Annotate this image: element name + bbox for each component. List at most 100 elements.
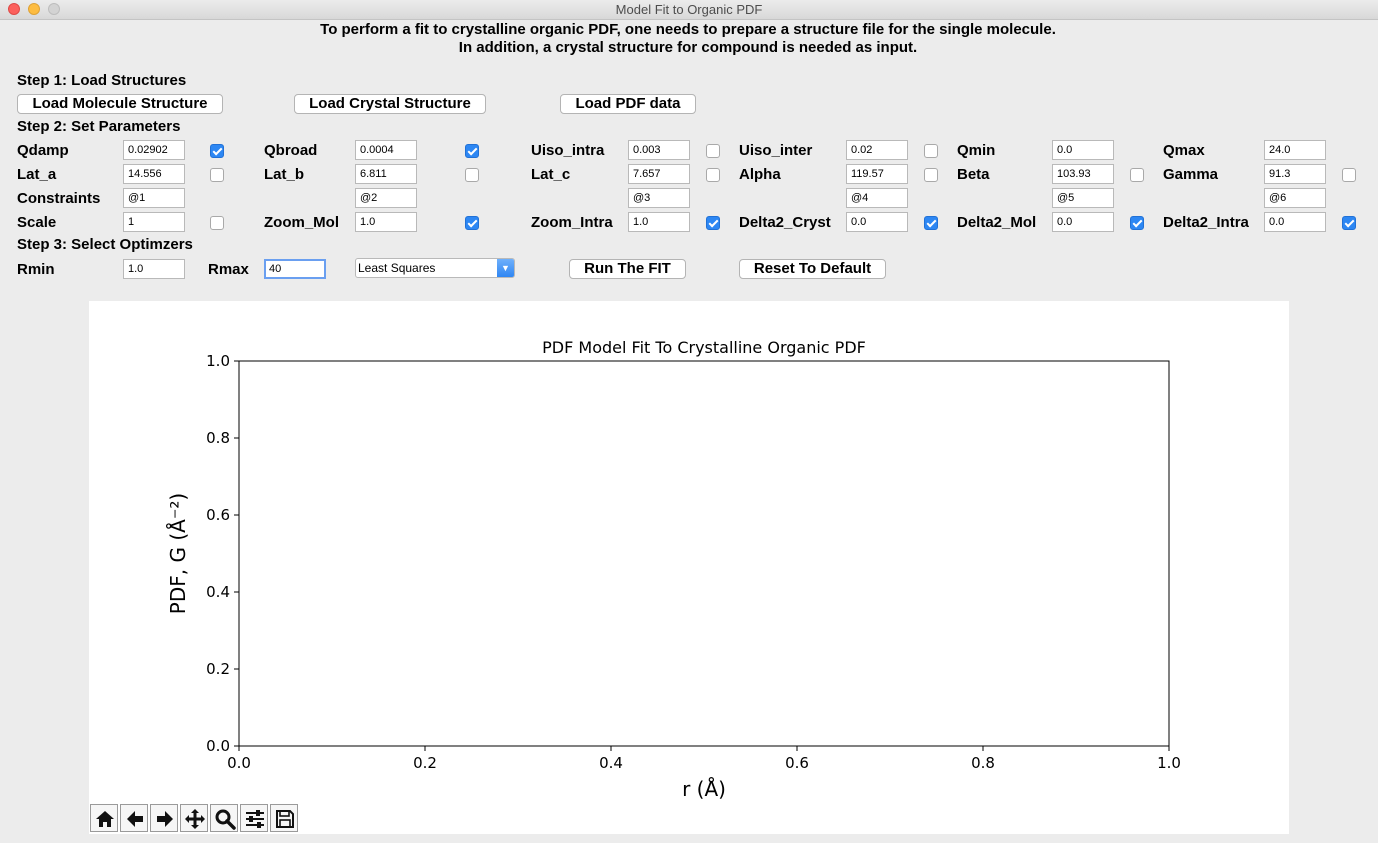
beta-label: Beta <box>957 166 990 183</box>
constraint-beta-input[interactable]: @5 <box>1052 188 1114 208</box>
delta2-mol-input[interactable]: 0.0 <box>1052 212 1114 232</box>
rmax-input[interactable]: 40 <box>264 259 326 279</box>
scale-label: Scale <box>17 214 57 231</box>
window-title: Model Fit to Organic PDF <box>615 2 763 17</box>
uiso-inter-input[interactable]: 0.02 <box>846 140 908 160</box>
intro-line-1: To perform a fit to crystalline organic … <box>320 21 1056 38</box>
intro-line-2: In addition, a crystal structure for com… <box>458 39 918 56</box>
uiso-inter-checkbox[interactable] <box>924 144 938 158</box>
delta2-mol-checkbox[interactable] <box>1130 216 1144 230</box>
constraints-label: Constraints <box>17 190 101 207</box>
rmax-label: Rmax <box>208 261 249 278</box>
uiso-intra-label: Uiso_intra <box>531 142 605 159</box>
x-tick-label: 1.0 <box>1157 754 1181 772</box>
y-tick-label: 0.2 <box>206 660 230 678</box>
x-tick-label: 0.0 <box>227 754 251 772</box>
uiso-intra-checkbox[interactable] <box>706 144 720 158</box>
zoom-mol-label: Zoom_Mol <box>264 214 339 231</box>
minimize-window-button[interactable] <box>28 3 40 15</box>
configure-subplots-button[interactable] <box>240 804 268 832</box>
qdamp-checkbox[interactable] <box>210 144 224 158</box>
zoom-mol-input[interactable]: 1.0 <box>355 212 417 232</box>
delta2-intra-input[interactable]: 0.0 <box>1264 212 1326 232</box>
pan-icon <box>185 809 205 829</box>
delta2-intra-checkbox[interactable] <box>1342 216 1356 230</box>
close-window-button[interactable] <box>8 3 20 15</box>
y-tick-label: 0.0 <box>206 737 230 755</box>
forward-arrow-icon <box>157 811 173 827</box>
qbroad-label: Qbroad <box>264 142 318 159</box>
delta2-mol-label: Delta2_Mol <box>957 214 1037 231</box>
load-pdf-button[interactable]: Load PDF data <box>560 94 696 114</box>
lat-b-input[interactable]: 6.811 <box>355 164 417 184</box>
zoom-button[interactable] <box>210 804 238 832</box>
optimizer-selected-value: Least Squares <box>358 261 436 275</box>
qmax-input[interactable]: 24.0 <box>1264 140 1326 160</box>
load-crystal-button[interactable]: Load Crystal Structure <box>294 94 486 114</box>
reset-default-button[interactable]: Reset To Default <box>739 259 886 279</box>
alpha-checkbox[interactable] <box>924 168 938 182</box>
qdamp-label: Qdamp <box>17 142 69 159</box>
plot-canvas[interactable]: PDF Model Fit To Crystalline Organic PDF… <box>89 301 1289 834</box>
title-bar: Model Fit to Organic PDF <box>0 0 1378 20</box>
constraint-lat-b-input[interactable]: @2 <box>355 188 417 208</box>
y-tick-label: 0.4 <box>206 583 230 601</box>
scale-input[interactable]: 1 <box>123 212 185 232</box>
lat-c-input[interactable]: 7.657 <box>628 164 690 184</box>
alpha-label: Alpha <box>739 166 781 183</box>
gamma-label: Gamma <box>1163 166 1219 183</box>
delta2-intra-label: Delta2_Intra <box>1163 214 1249 231</box>
save-button[interactable] <box>270 804 298 832</box>
constraint-lat-c-input[interactable]: @3 <box>628 188 690 208</box>
x-tick-label: 0.4 <box>599 754 623 772</box>
constraint-alpha-input[interactable]: @4 <box>846 188 908 208</box>
chevron-down-icon: ▼ <box>497 259 514 277</box>
y-tick-label: 0.6 <box>206 506 230 524</box>
run-fit-button[interactable]: Run The FIT <box>569 259 686 279</box>
alpha-input[interactable]: 119.57 <box>846 164 908 184</box>
plot-axes-frame <box>238 360 1170 747</box>
delta2-cryst-input[interactable]: 0.0 <box>846 212 908 232</box>
back-button[interactable] <box>120 804 148 832</box>
forward-button[interactable] <box>150 804 178 832</box>
lat-b-checkbox[interactable] <box>465 168 479 182</box>
qbroad-checkbox[interactable] <box>465 144 479 158</box>
zoom-intra-input[interactable]: 1.0 <box>628 212 690 232</box>
qmax-label: Qmax <box>1163 142 1205 159</box>
save-icon <box>276 810 294 828</box>
x-tick-label: 0.6 <box>785 754 809 772</box>
pdf-chart: PDF Model Fit To Crystalline Organic PDF… <box>166 338 1181 801</box>
zoom-icon <box>215 809 236 830</box>
home-button[interactable] <box>90 804 118 832</box>
scale-checkbox[interactable] <box>210 216 224 230</box>
intro-text: To perform a fit to crystalline organic … <box>316 21 1060 61</box>
uiso-intra-input[interactable]: 0.003 <box>628 140 690 160</box>
rmin-input[interactable]: 1.0 <box>123 259 185 279</box>
zoom-window-button[interactable] <box>48 3 60 15</box>
zoom-intra-checkbox[interactable] <box>706 216 720 230</box>
chart-title: PDF Model Fit To Crystalline Organic PDF <box>542 338 866 357</box>
zoom-mol-checkbox[interactable] <box>465 216 479 230</box>
lat-c-checkbox[interactable] <box>706 168 720 182</box>
home-icon <box>96 811 114 827</box>
x-axis-label: r (Å) <box>682 777 726 801</box>
gamma-input[interactable]: 91.3 <box>1264 164 1326 184</box>
y-tick-label: 1.0 <box>206 352 230 370</box>
constraint-lat-a-input[interactable]: @1 <box>123 188 185 208</box>
load-molecule-button[interactable]: Load Molecule Structure <box>17 94 223 114</box>
qbroad-input[interactable]: 0.0004 <box>355 140 417 160</box>
zoom-intra-label: Zoom_Intra <box>531 214 613 231</box>
gamma-checkbox[interactable] <box>1342 168 1356 182</box>
lat-a-input[interactable]: 14.556 <box>123 164 185 184</box>
qdamp-input[interactable]: 0.02902 <box>123 140 185 160</box>
lat-b-label: Lat_b <box>264 166 305 183</box>
lat-a-checkbox[interactable] <box>210 168 224 182</box>
delta2-cryst-checkbox[interactable] <box>924 216 938 230</box>
optimizer-select[interactable]: Least Squares ▼ <box>355 258 515 278</box>
x-tick-label: 0.2 <box>413 754 437 772</box>
pan-button[interactable] <box>180 804 208 832</box>
constraint-gamma-input[interactable]: @6 <box>1264 188 1326 208</box>
beta-input[interactable]: 103.93 <box>1052 164 1114 184</box>
qmin-input[interactable]: 0.0 <box>1052 140 1114 160</box>
beta-checkbox[interactable] <box>1130 168 1144 182</box>
